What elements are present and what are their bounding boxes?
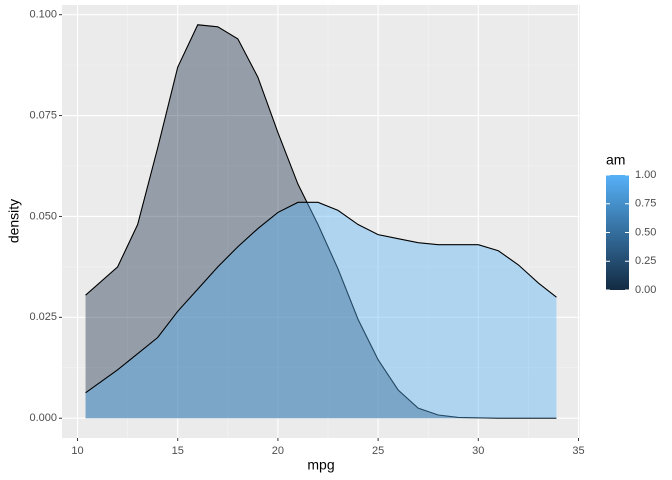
y-tick-label: 0.050 [29,210,57,222]
y-tick-label: 0.000 [29,412,57,424]
legend-label: 1.00 [635,169,656,181]
density-line [85,201,557,394]
density-line [85,24,557,419]
x-tick-label: 15 [172,445,184,457]
y-axis-title: density [6,199,22,243]
y-tick-label: 0.100 [29,9,57,21]
x-tick-label: 10 [71,445,83,457]
density-area [85,202,557,419]
x-tick-label: 30 [472,445,484,457]
legend-label: 0.00 [635,284,656,296]
x-tick-label: 35 [572,445,584,457]
x-tick-label: 25 [372,445,384,457]
legend-label: 0.50 [635,226,656,238]
density-area [85,24,557,419]
x-axis-title: mpg [307,457,334,473]
x-tick-label: 20 [272,445,284,457]
y-tick-label: 0.025 [29,311,57,323]
legend-label: 0.75 [635,198,656,210]
legend-title: am [606,152,625,168]
panel [62,5,580,438]
y-tick-label: 0.075 [29,109,57,121]
legend-label: 0.25 [635,255,656,267]
colorbar [606,175,629,290]
